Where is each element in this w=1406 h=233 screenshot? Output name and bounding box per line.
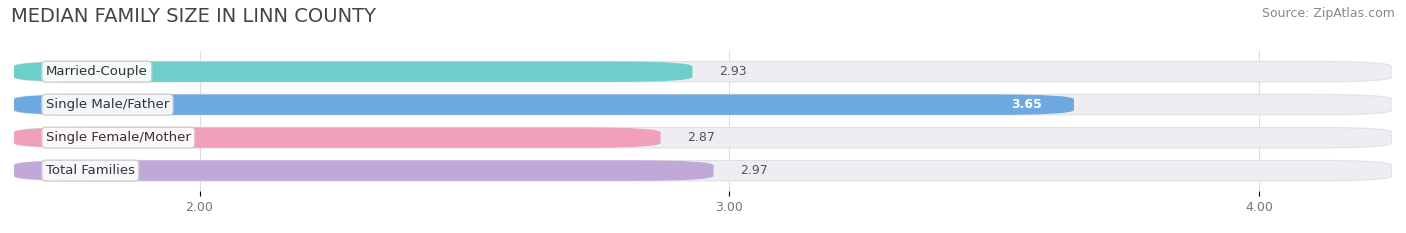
FancyBboxPatch shape bbox=[14, 160, 1392, 181]
FancyBboxPatch shape bbox=[14, 160, 714, 181]
Text: MEDIAN FAMILY SIZE IN LINN COUNTY: MEDIAN FAMILY SIZE IN LINN COUNTY bbox=[11, 7, 377, 26]
Text: 2.93: 2.93 bbox=[718, 65, 747, 78]
Text: Source: ZipAtlas.com: Source: ZipAtlas.com bbox=[1261, 7, 1395, 20]
Text: 2.87: 2.87 bbox=[688, 131, 716, 144]
Text: Married-Couple: Married-Couple bbox=[46, 65, 148, 78]
FancyBboxPatch shape bbox=[14, 94, 1074, 115]
Text: Single Female/Mother: Single Female/Mother bbox=[46, 131, 191, 144]
FancyBboxPatch shape bbox=[14, 62, 1392, 82]
Text: Total Families: Total Families bbox=[46, 164, 135, 177]
FancyBboxPatch shape bbox=[14, 127, 1392, 148]
Text: 2.97: 2.97 bbox=[740, 164, 768, 177]
FancyBboxPatch shape bbox=[14, 62, 692, 82]
Text: Single Male/Father: Single Male/Father bbox=[46, 98, 169, 111]
FancyBboxPatch shape bbox=[14, 127, 661, 148]
Text: 3.65: 3.65 bbox=[1011, 98, 1042, 111]
FancyBboxPatch shape bbox=[14, 94, 1392, 115]
